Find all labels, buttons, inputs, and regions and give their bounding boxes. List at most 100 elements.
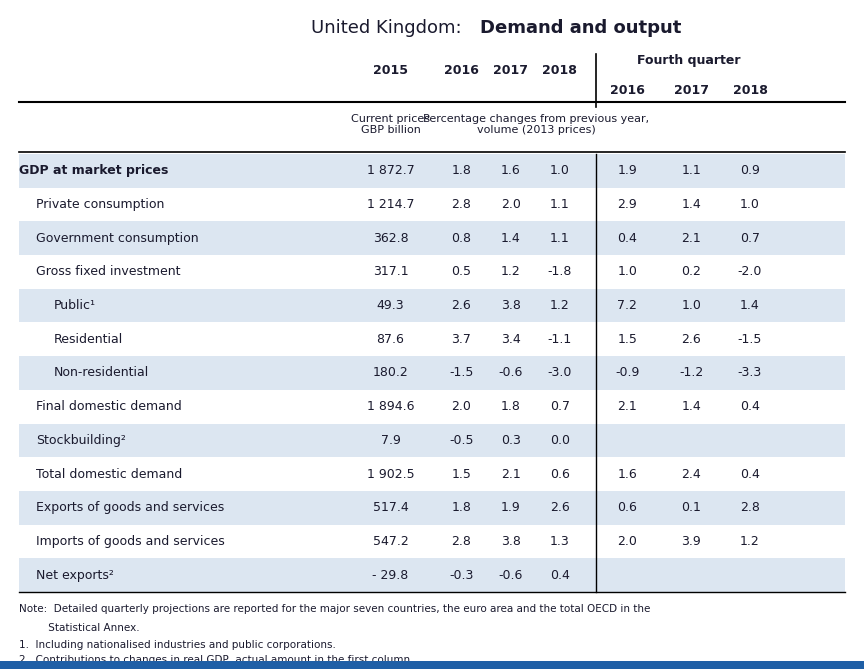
Text: 1 872.7: 1 872.7 [366,164,415,177]
Text: 1.0: 1.0 [617,266,638,278]
Text: 1.8: 1.8 [500,400,521,413]
Bar [19,423,845,457]
Text: 1.6: 1.6 [618,468,637,480]
Text: 180.2: 180.2 [372,367,409,379]
Text: 1.1: 1.1 [682,164,701,177]
Text: 2015: 2015 [373,64,408,77]
Text: 2016: 2016 [444,64,479,77]
Bar [19,491,845,524]
Text: Imports of goods and services: Imports of goods and services [36,535,225,548]
Text: Exports of goods and services: Exports of goods and services [36,501,225,514]
Text: -1.8: -1.8 [548,266,572,278]
Text: 0.7: 0.7 [550,400,570,413]
Text: 1.1: 1.1 [550,231,569,245]
Bar [19,154,845,187]
Text: 0.5: 0.5 [451,266,472,278]
Text: -0.5: -0.5 [449,434,473,447]
Text: -1.2: -1.2 [679,367,703,379]
Text: 3.7: 3.7 [451,332,472,346]
Text: 1.4: 1.4 [682,400,701,413]
Text: Demand and output: Demand and output [480,19,681,37]
Text: 1 902.5: 1 902.5 [366,468,415,480]
Text: -0.9: -0.9 [615,367,639,379]
Text: 1.6: 1.6 [501,164,520,177]
Text: -3.0: -3.0 [548,367,572,379]
Bar [19,356,845,390]
Text: 49.3: 49.3 [377,299,404,312]
Text: 1.2: 1.2 [550,299,569,312]
Text: 1.4: 1.4 [682,198,701,211]
Text: 2.9: 2.9 [618,198,637,211]
Text: 2.8: 2.8 [740,501,760,514]
Text: 2.8: 2.8 [451,198,472,211]
Text: 0.6: 0.6 [617,501,638,514]
Bar [19,559,845,592]
Text: 0.9: 0.9 [740,164,760,177]
Text: 2.8: 2.8 [451,535,472,548]
Text: 362.8: 362.8 [372,231,409,245]
Text: 317.1: 317.1 [372,266,409,278]
Text: Government consumption: Government consumption [36,231,199,245]
Text: 547.2: 547.2 [372,535,409,548]
Text: 1.8: 1.8 [451,501,472,514]
Text: 7.2: 7.2 [617,299,638,312]
Text: 2.4: 2.4 [682,468,701,480]
Text: 1 214.7: 1 214.7 [367,198,414,211]
Text: 1.5: 1.5 [451,468,472,480]
Text: 1.9: 1.9 [501,501,520,514]
Text: 2016: 2016 [610,84,645,97]
Text: GDP at market prices: GDP at market prices [19,164,168,177]
Text: 1.5: 1.5 [617,332,638,346]
Text: Gross fixed investment: Gross fixed investment [36,266,181,278]
Text: 2.  Contributions to changes in real GDP, actual amount in the first column.: 2. Contributions to changes in real GDP,… [19,655,414,665]
Text: 1.  Including nationalised industries and public corporations.: 1. Including nationalised industries and… [19,640,336,650]
Text: -2.0: -2.0 [738,266,762,278]
Text: Current prices
GBP billion: Current prices GBP billion [351,114,430,135]
Text: 0.0: 0.0 [550,434,570,447]
Text: 1.9: 1.9 [618,164,637,177]
Text: Private consumption: Private consumption [36,198,165,211]
Text: Percentage changes from previous year,
volume (2013 prices): Percentage changes from previous year, v… [423,114,650,135]
Text: 0.4: 0.4 [550,569,570,582]
Text: 2.6: 2.6 [682,332,701,346]
Text: 0.6: 0.6 [550,468,570,480]
Text: Stockbuilding²: Stockbuilding² [36,434,126,447]
Text: 2.6: 2.6 [550,501,569,514]
Bar [19,221,845,255]
Text: 2018: 2018 [543,64,577,77]
Text: -1.5: -1.5 [738,332,762,346]
Text: United Kingdom:: United Kingdom: [311,19,467,37]
Text: 0.1: 0.1 [681,501,702,514]
Text: Public¹: Public¹ [54,299,96,312]
Text: 2017: 2017 [493,64,528,77]
Text: 0.4: 0.4 [740,468,760,480]
Text: 3.9: 3.9 [682,535,701,548]
Text: 0.2: 0.2 [681,266,702,278]
Text: 2.6: 2.6 [452,299,471,312]
Text: 517.4: 517.4 [372,501,409,514]
Text: -0.6: -0.6 [499,367,523,379]
Text: 1.0: 1.0 [681,299,702,312]
Text: Note:  Detailed quarterly projections are reported for the major seven countries: Note: Detailed quarterly projections are… [19,604,651,614]
Text: 1.1: 1.1 [550,198,569,211]
Text: - 29.8: - 29.8 [372,569,409,582]
Text: 1.4: 1.4 [740,299,759,312]
Text: Statistical Annex.: Statistical Annex. [19,623,140,633]
Text: 2.0: 2.0 [451,400,472,413]
Text: 1.3: 1.3 [550,535,569,548]
Text: 1.8: 1.8 [451,164,472,177]
Text: 1 894.6: 1 894.6 [367,400,414,413]
Text: 2.1: 2.1 [618,400,637,413]
Text: Fourth quarter: Fourth quarter [637,54,740,67]
Text: 1.2: 1.2 [501,266,520,278]
Text: 2.1: 2.1 [501,468,520,480]
Text: Final domestic demand: Final domestic demand [36,400,182,413]
Text: 87.6: 87.6 [377,332,404,346]
Text: 1.4: 1.4 [501,231,520,245]
Text: Net exports²: Net exports² [36,569,114,582]
Text: 1.2: 1.2 [740,535,759,548]
Bar [19,289,845,322]
Text: Total domestic demand: Total domestic demand [36,468,182,480]
Bar [0,661,864,669]
Text: 1.0: 1.0 [550,164,570,177]
